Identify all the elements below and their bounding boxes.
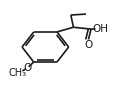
Text: CH₃: CH₃ [9, 68, 27, 78]
Text: OH: OH [92, 24, 108, 34]
Text: O: O [23, 63, 32, 73]
Text: O: O [84, 40, 93, 50]
